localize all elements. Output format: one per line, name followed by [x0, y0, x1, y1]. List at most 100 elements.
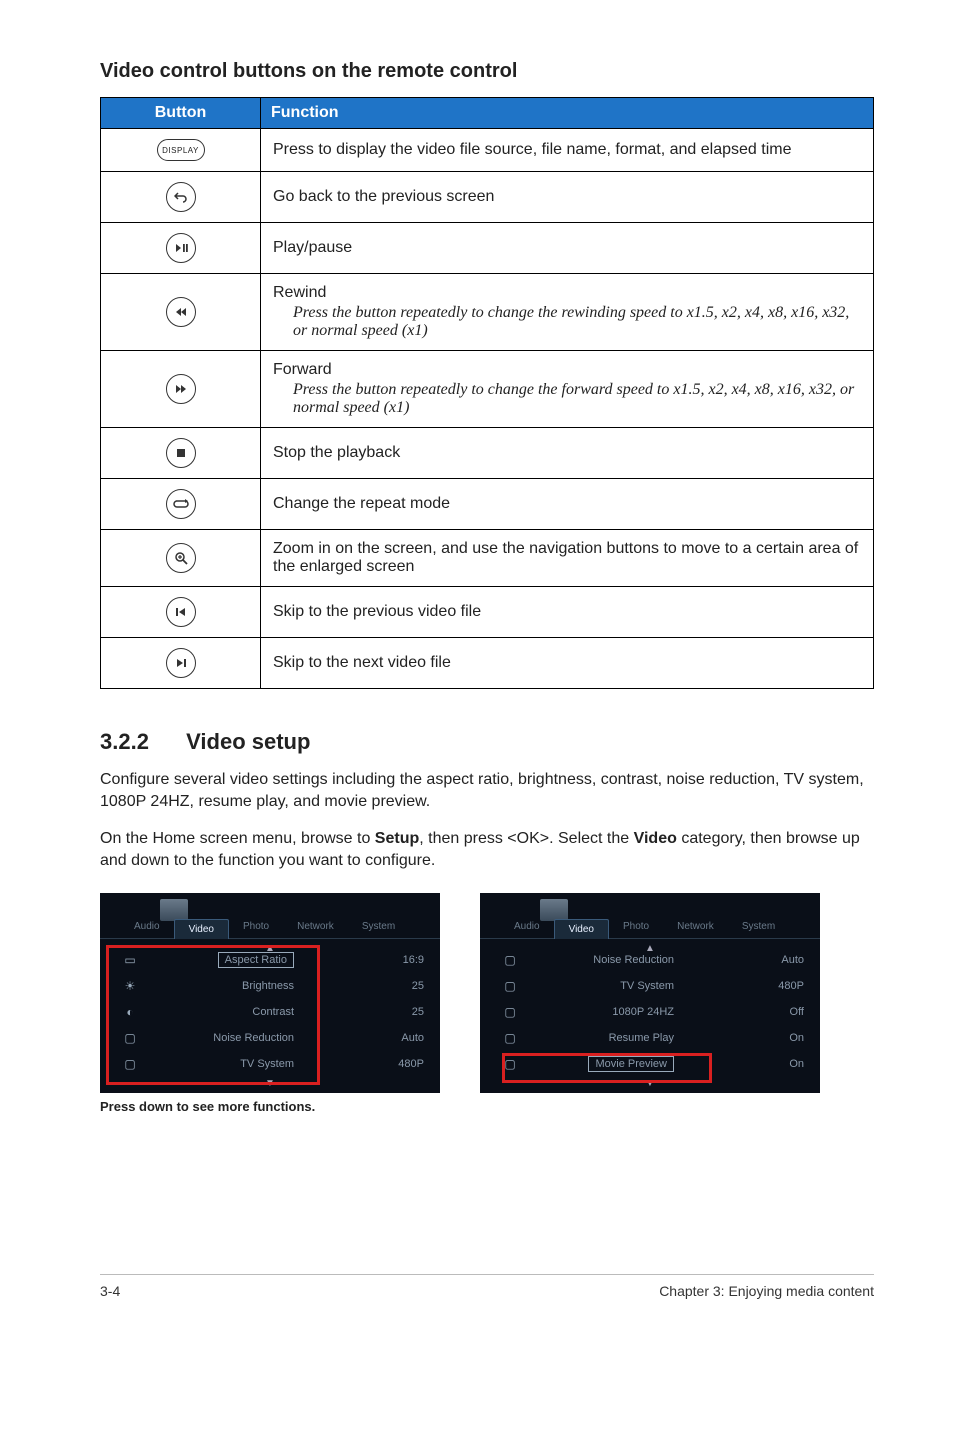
playpause-icon: [166, 233, 196, 263]
stop-icon: [166, 438, 196, 468]
btn-cell: [101, 638, 261, 689]
section-heading: 3.2.2 Video setup: [100, 729, 874, 755]
section-number: 3.2.2: [100, 729, 180, 755]
shot-logo-icon: [160, 899, 188, 921]
fn-cell: Change the repeat mode: [261, 479, 874, 530]
tab-photo: Photo: [609, 917, 663, 938]
tab-network: Network: [663, 917, 728, 938]
list-item: ▢ TV System 480P: [496, 973, 804, 999]
screenshot-2-wrap: Audio Video Photo Network System ▲ ▢ Noi…: [480, 893, 820, 1114]
btn-cell: [101, 530, 261, 587]
tab-network: Network: [283, 917, 348, 938]
screenshot-1-wrap: Audio Video Photo Network System ▲ ▭ Asp…: [100, 893, 440, 1114]
btn-cell: [101, 479, 261, 530]
btn-cell: [101, 351, 261, 428]
fn-cell: Zoom in on the screen, and use the navig…: [261, 530, 874, 587]
fn-italic: Press the button repeatedly to change th…: [293, 381, 861, 417]
fn-italic: Press the button repeatedly to change th…: [293, 304, 861, 340]
table-row: Skip to the next video file: [101, 638, 874, 689]
row-icon: ▢: [496, 953, 524, 967]
table-row: Zoom in on the screen, and use the navig…: [101, 530, 874, 587]
remote-heading: Video control buttons on the remote cont…: [100, 60, 874, 83]
para-2: On the Home screen menu, browse to Setup…: [100, 828, 874, 873]
page: Video control buttons on the remote cont…: [0, 0, 954, 1339]
red-highlight-box: [502, 1053, 712, 1083]
btn-cell: [101, 274, 261, 351]
tab-video: Video: [174, 919, 229, 939]
row-value: 480P: [754, 980, 804, 992]
fn-cell: Rewind Press the button repeatedly to ch…: [261, 274, 874, 351]
table-row: Go back to the previous screen: [101, 172, 874, 223]
rewind-icon: [166, 297, 196, 327]
shot-tabs: Audio Video Photo Network System: [100, 893, 440, 939]
bold-setup: Setup: [375, 830, 419, 847]
red-highlight-box: [106, 945, 320, 1085]
row-value: Auto: [754, 954, 804, 966]
list-item: ▢ Resume Play On: [496, 1025, 804, 1051]
th-function: Function: [261, 98, 874, 129]
zoom-icon: [166, 543, 196, 573]
table-row: Play/pause: [101, 223, 874, 274]
footer-right: Chapter 3: Enjoying media content: [659, 1283, 874, 1299]
para-1: Configure several video settings includi…: [100, 769, 874, 814]
shot-logo-icon: [540, 899, 568, 921]
btn-cell: DISPLAY: [101, 129, 261, 172]
fn-cell: Press to display the video file source, …: [261, 129, 874, 172]
section-title: Video setup: [186, 729, 310, 754]
row-label: TV System: [524, 980, 754, 992]
th-button: Button: [101, 98, 261, 129]
fn-cell: Forward Press the button repeatedly to c…: [261, 351, 874, 428]
row-value: Auto: [374, 1032, 424, 1044]
footer-left: 3-4: [100, 1283, 120, 1299]
row-label: Resume Play: [524, 1032, 754, 1044]
arrow-up-icon: ▲: [645, 943, 655, 954]
tab-system: System: [728, 917, 789, 938]
fn-cell: Go back to the previous screen: [261, 172, 874, 223]
row-icon: ▢: [496, 979, 524, 993]
page-footer: 3-4 Chapter 3: Enjoying media content: [100, 1274, 874, 1299]
row-value: 25: [374, 1006, 424, 1018]
row-icon: ▢: [496, 1005, 524, 1019]
screenshots-row: Audio Video Photo Network System ▲ ▭ Asp…: [100, 893, 874, 1114]
btn-cell: [101, 587, 261, 638]
prev-icon: [166, 597, 196, 627]
table-row: Skip to the previous video file: [101, 587, 874, 638]
screenshot-1-caption: Press down to see more functions.: [100, 1099, 440, 1114]
row-label: 1080P 24HZ: [524, 1006, 754, 1018]
fn-cell: Skip to the previous video file: [261, 587, 874, 638]
table-row: Stop the playback: [101, 428, 874, 479]
row-value: 480P: [374, 1058, 424, 1070]
back-icon: [166, 182, 196, 212]
next-icon: [166, 648, 196, 678]
fn-cell: Stop the playback: [261, 428, 874, 479]
list-item: ▢ 1080P 24HZ Off: [496, 999, 804, 1025]
btn-cell: [101, 172, 261, 223]
fn-cell: Skip to the next video file: [261, 638, 874, 689]
button-function-table: Button Function DISPLAY Press to display…: [100, 97, 874, 689]
screenshot-1: Audio Video Photo Network System ▲ ▭ Asp…: [100, 893, 440, 1093]
table-row: Rewind Press the button repeatedly to ch…: [101, 274, 874, 351]
row-value: 16:9: [374, 954, 424, 966]
screenshot-2: Audio Video Photo Network System ▲ ▢ Noi…: [480, 893, 820, 1093]
row-label: Noise Reduction: [524, 954, 754, 966]
bold-video: Video: [634, 830, 677, 847]
shot-tabs: Audio Video Photo Network System: [480, 893, 820, 939]
fn-text: Forward: [273, 361, 332, 378]
row-value: Off: [754, 1006, 804, 1018]
tab-system: System: [348, 917, 409, 938]
tab-video: Video: [554, 919, 609, 939]
row-value: On: [754, 1032, 804, 1044]
row-icon: ▢: [496, 1031, 524, 1045]
table-row: DISPLAY Press to display the video file …: [101, 129, 874, 172]
display-icon: DISPLAY: [157, 139, 205, 161]
fn-text: Rewind: [273, 284, 326, 301]
txt: On the Home screen menu, browse to: [100, 830, 375, 847]
repeat-icon: [166, 489, 196, 519]
btn-cell: [101, 428, 261, 479]
table-row: Forward Press the button repeatedly to c…: [101, 351, 874, 428]
txt: , then press <OK>. Select the: [419, 830, 633, 847]
btn-cell: [101, 223, 261, 274]
row-value: 25: [374, 980, 424, 992]
tab-photo: Photo: [229, 917, 283, 938]
forward-icon: [166, 374, 196, 404]
